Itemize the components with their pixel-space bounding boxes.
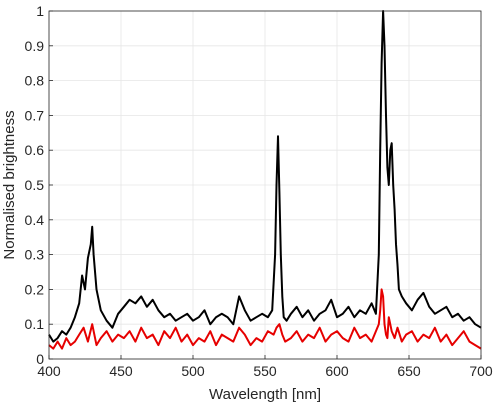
y-tick-label: 0.3 [25, 247, 45, 263]
y-tick-label: 0.1 [25, 316, 45, 332]
y-tick-label: 0.9 [25, 38, 45, 54]
y-axis-title: Normalised brightness [1, 110, 18, 259]
x-tick-label: 400 [37, 363, 61, 379]
x-tick-label: 700 [469, 363, 493, 379]
x-tick-label: 550 [253, 363, 277, 379]
y-tick-label: 1 [36, 3, 44, 19]
y-tick-label: 0.5 [25, 177, 45, 193]
y-tick-label: 0.6 [25, 142, 45, 158]
x-tick-label: 600 [325, 363, 349, 379]
x-axis-title: Wavelength [nm] [209, 386, 321, 403]
x-tick-label: 500 [181, 363, 205, 379]
y-tick-label: 0.2 [25, 281, 45, 297]
series-2-line [48, 288, 482, 350]
y-tick-label: 0.7 [25, 107, 45, 123]
y-tick-label: 0 [36, 351, 44, 367]
y-tick-label: 0.8 [25, 73, 45, 89]
x-tick-label: 450 [109, 363, 133, 379]
series-layer [48, 10, 482, 350]
series-1-line [48, 10, 482, 343]
y-tick-label: 0.4 [25, 212, 45, 228]
y-ticks: 0 0.1 0.2 0.3 0.4 0.5 0.6 0.7 0.8 0.9 1 [25, 3, 53, 367]
x-tick-label: 650 [397, 363, 421, 379]
x-ticks: 400 450 500 550 600 650 700 [37, 355, 493, 379]
